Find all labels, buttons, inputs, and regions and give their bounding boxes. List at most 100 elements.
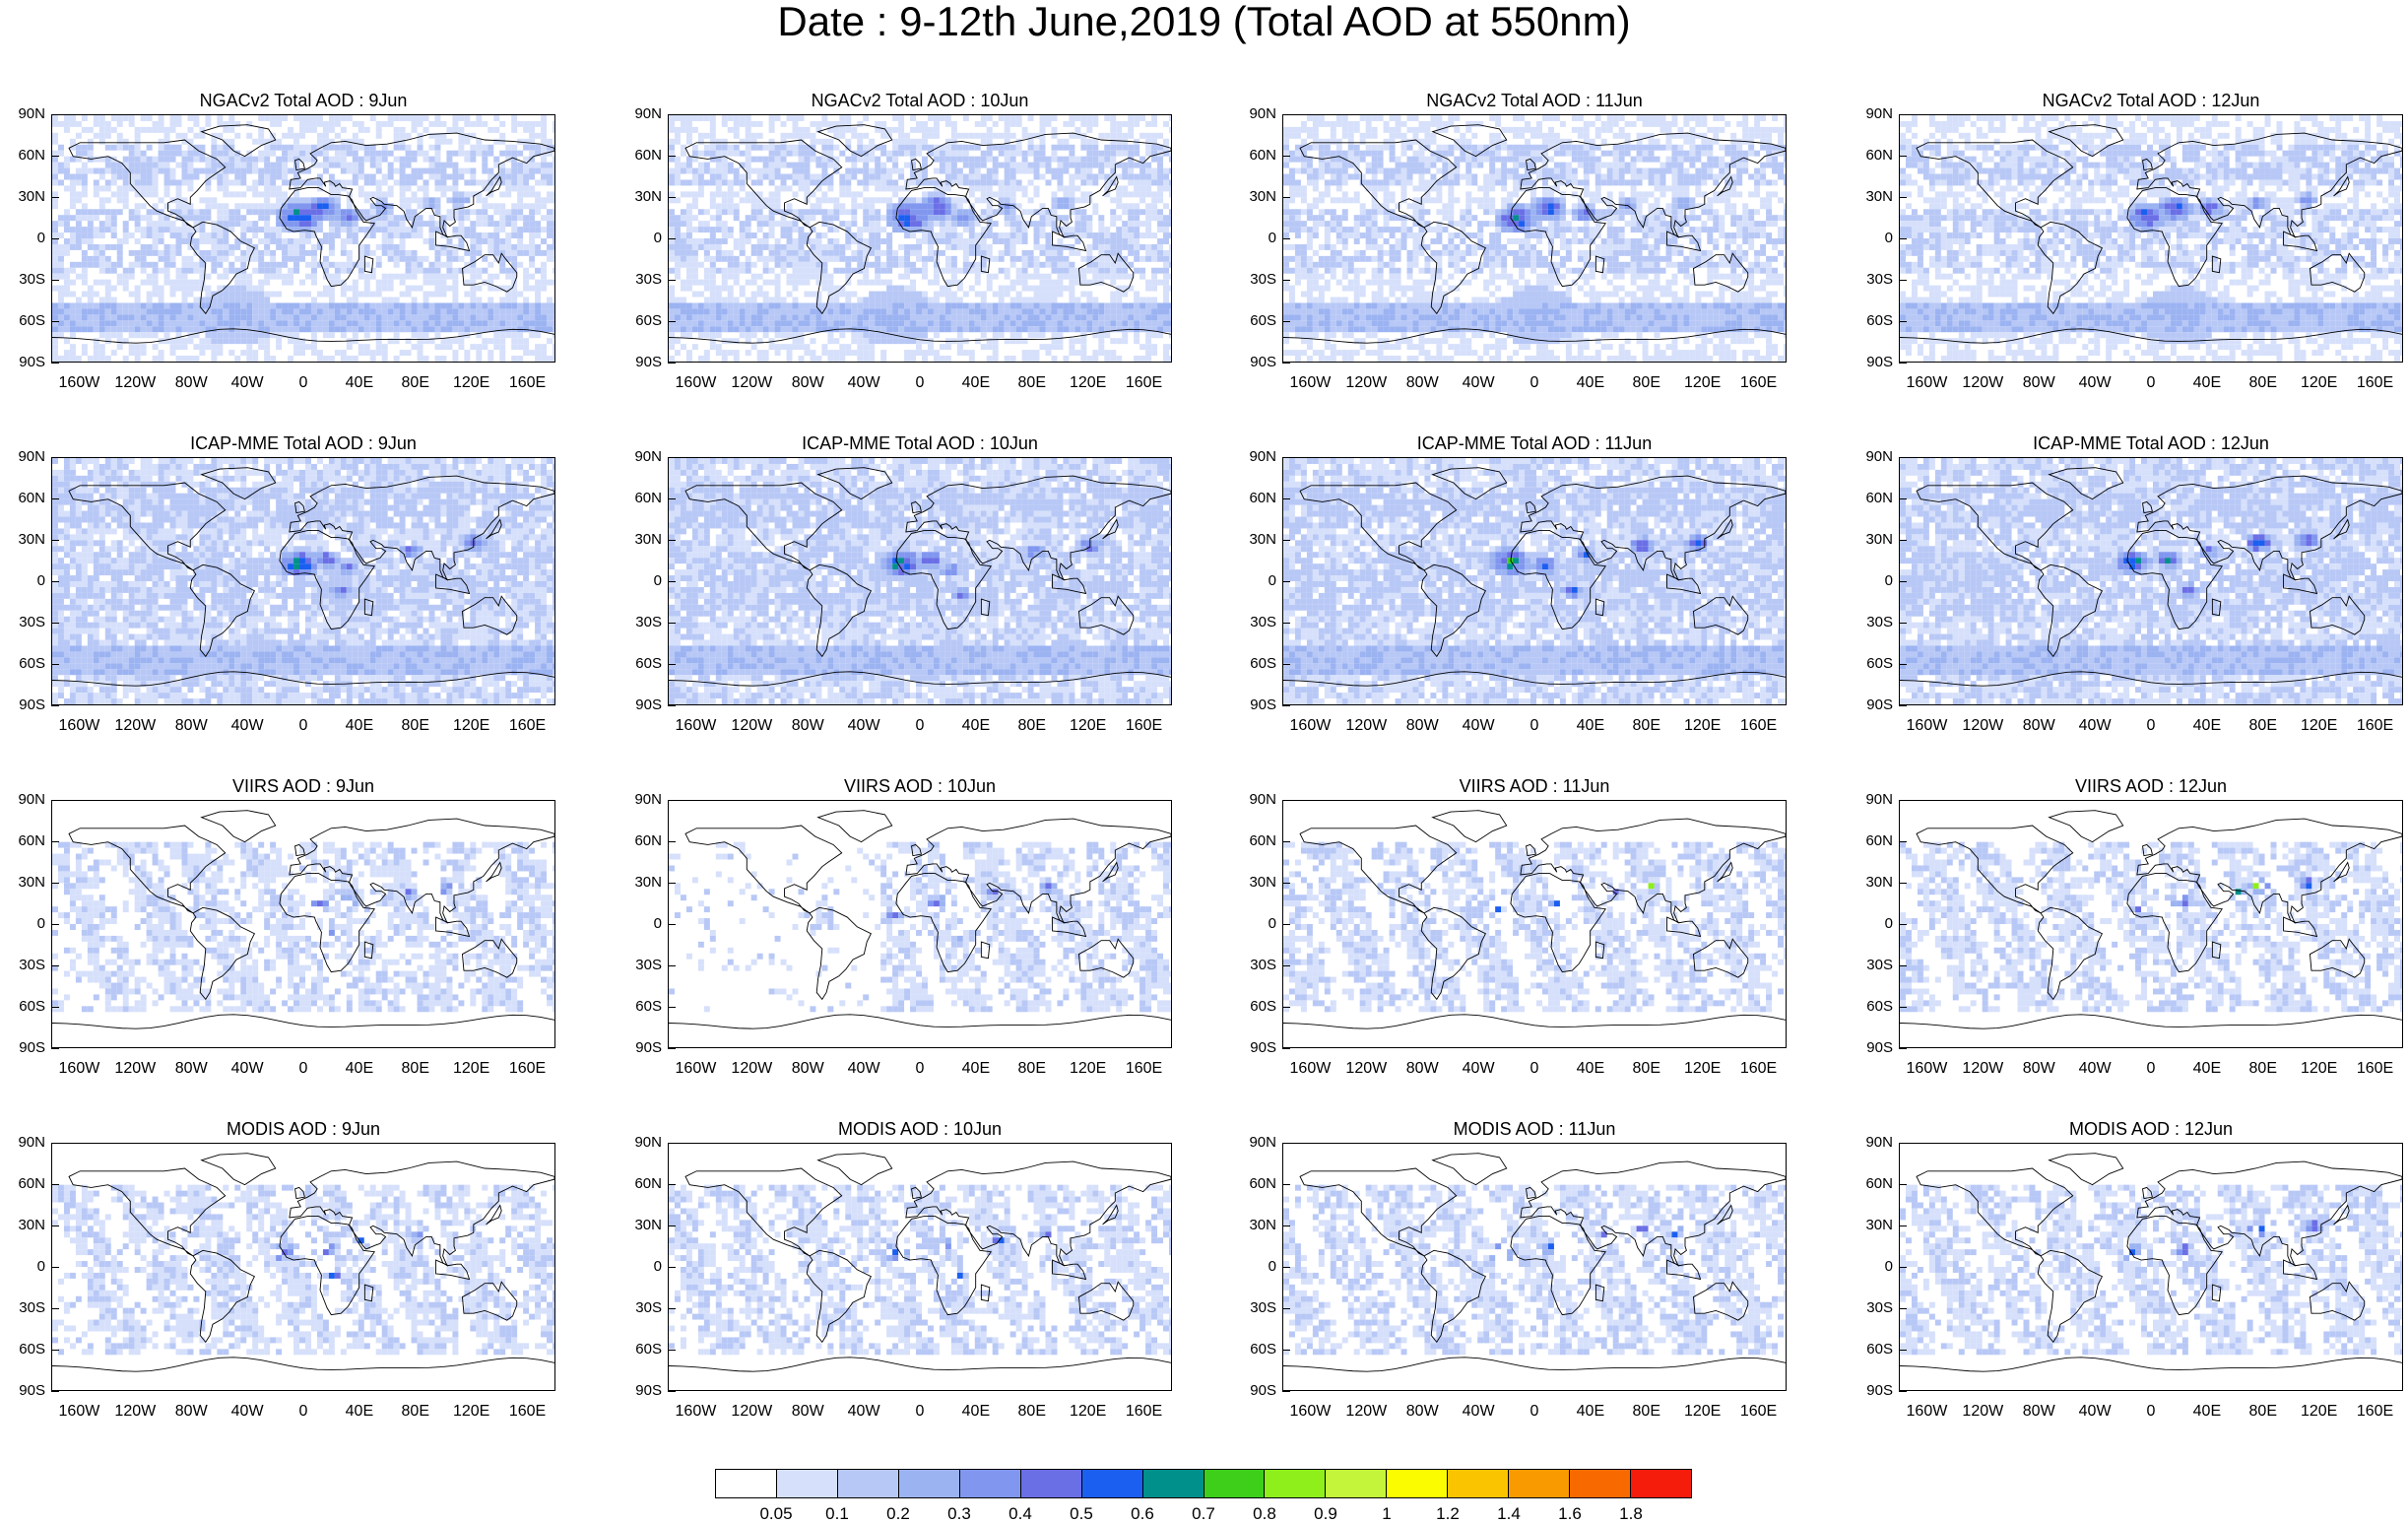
aod-field: [1900, 1144, 2402, 1390]
lon-label: 120E: [2290, 1060, 2349, 1078]
lon-label: 120E: [2290, 374, 2349, 392]
lat-label: 0: [1237, 231, 1276, 246]
lat-label: 60S: [6, 656, 45, 672]
lat-label: 90S: [622, 1040, 662, 1056]
lon-label: 120E: [1673, 1403, 1732, 1421]
lat-label: 30S: [622, 1300, 662, 1316]
colorbar-swatch: [960, 1470, 1021, 1497]
lat-tick: [1899, 114, 1907, 115]
lon-label: 160E: [498, 717, 557, 735]
lat-tick: [1899, 841, 1907, 842]
lon-label: 120W: [1336, 717, 1396, 735]
colorbar-swatch: [1387, 1470, 1448, 1497]
lat-label: 60N: [622, 1176, 662, 1192]
lon-label: 0: [2121, 374, 2180, 392]
lat-tick: [1899, 1267, 1907, 1268]
lat-label: 0: [622, 231, 662, 246]
coastline: [2050, 811, 2123, 842]
lat-label: 90S: [1854, 355, 1893, 370]
lat-label: 30N: [622, 1218, 662, 1233]
lat-tick: [1899, 924, 1907, 925]
lon-label: 160W: [49, 1403, 108, 1421]
lat-label: 60S: [622, 313, 662, 329]
lon-label: 40E: [1561, 1060, 1620, 1078]
lat-label: 0: [1237, 573, 1276, 589]
lat-tick: [668, 457, 676, 458]
lat-tick: [1282, 965, 1290, 966]
lon-label: 0: [1505, 1403, 1564, 1421]
lon-label: 40E: [946, 717, 1006, 735]
lat-label: 60N: [6, 148, 45, 164]
lon-label: 120E: [1059, 717, 1118, 735]
lat-label: 90S: [622, 355, 662, 370]
lat-tick: [1899, 623, 1907, 624]
map-frame: [1899, 457, 2403, 705]
lat-tick: [51, 1267, 59, 1268]
lat-label: 90S: [1854, 1383, 1893, 1399]
antarctica-coastline: [52, 1015, 554, 1028]
lon-label: 120E: [1059, 1060, 1118, 1078]
lat-tick: [51, 883, 59, 884]
lat-tick: [1282, 321, 1290, 322]
map-frame: [668, 1143, 1172, 1391]
lat-tick: [51, 114, 59, 115]
lat-label: 30N: [1237, 532, 1276, 548]
antarctica-coastline: [669, 1015, 1171, 1028]
lon-label: 120E: [1059, 374, 1118, 392]
lat-label: 60S: [1854, 1342, 1893, 1358]
antarctica-coastline: [669, 1358, 1171, 1371]
lat-tick: [1282, 1048, 1290, 1049]
lon-label: 0: [274, 717, 333, 735]
map-frame: [51, 800, 555, 1048]
aod-field: [1283, 1144, 1786, 1390]
lat-tick: [1899, 540, 1907, 541]
colorbar-label: 1.4: [1484, 1504, 1533, 1524]
map-frame: [51, 457, 555, 705]
lat-label: 30S: [622, 958, 662, 973]
coastline: [981, 942, 989, 959]
colorbar-label: 0.7: [1179, 1504, 1228, 1524]
lon-label: 80W: [778, 374, 837, 392]
lat-tick: [668, 1143, 676, 1144]
lat-label: 90N: [1237, 449, 1276, 465]
lon-label: 0: [2121, 1403, 2180, 1421]
lat-tick: [668, 280, 676, 281]
lat-label: 30N: [1237, 189, 1276, 205]
lon-label: 40W: [2065, 374, 2124, 392]
aod-field: [1900, 458, 2402, 704]
aod-field: [52, 801, 554, 1047]
lat-tick: [51, 238, 59, 239]
lon-label: 80W: [2009, 717, 2068, 735]
lon-label: 0: [890, 1060, 949, 1078]
lat-tick: [51, 156, 59, 157]
lon-label: 80E: [1617, 1403, 1676, 1421]
lat-tick: [1282, 1267, 1290, 1268]
lat-label: 30S: [622, 615, 662, 630]
lon-label: 160W: [1280, 1403, 1339, 1421]
lon-label: 80W: [162, 717, 221, 735]
panel-title: NGACv2 Total AOD : 12Jun: [1899, 89, 2403, 112]
lon-label: 40E: [330, 1403, 389, 1421]
lat-tick: [51, 457, 59, 458]
lat-tick: [668, 664, 676, 665]
lat-tick: [1282, 924, 1290, 925]
lat-label: 90S: [1237, 1383, 1276, 1399]
colorbar: [715, 1469, 1692, 1498]
lat-label: 30N: [1854, 1218, 1893, 1233]
lat-tick: [51, 705, 59, 706]
lat-label: 60S: [6, 1342, 45, 1358]
colorbar-label: 0.5: [1057, 1504, 1106, 1524]
lat-tick: [1282, 197, 1290, 198]
lat-tick: [1282, 114, 1290, 115]
lat-tick: [1282, 238, 1290, 239]
lat-tick: [1282, 1143, 1290, 1144]
aod-field: [669, 1144, 1171, 1390]
lat-label: 60S: [1854, 656, 1893, 672]
lon-label: 80W: [162, 1403, 221, 1421]
panel-title: VIIRS AOD : 11Jun: [1282, 774, 1787, 798]
colorbar-label: 1.2: [1423, 1504, 1472, 1524]
coastline: [202, 811, 276, 842]
